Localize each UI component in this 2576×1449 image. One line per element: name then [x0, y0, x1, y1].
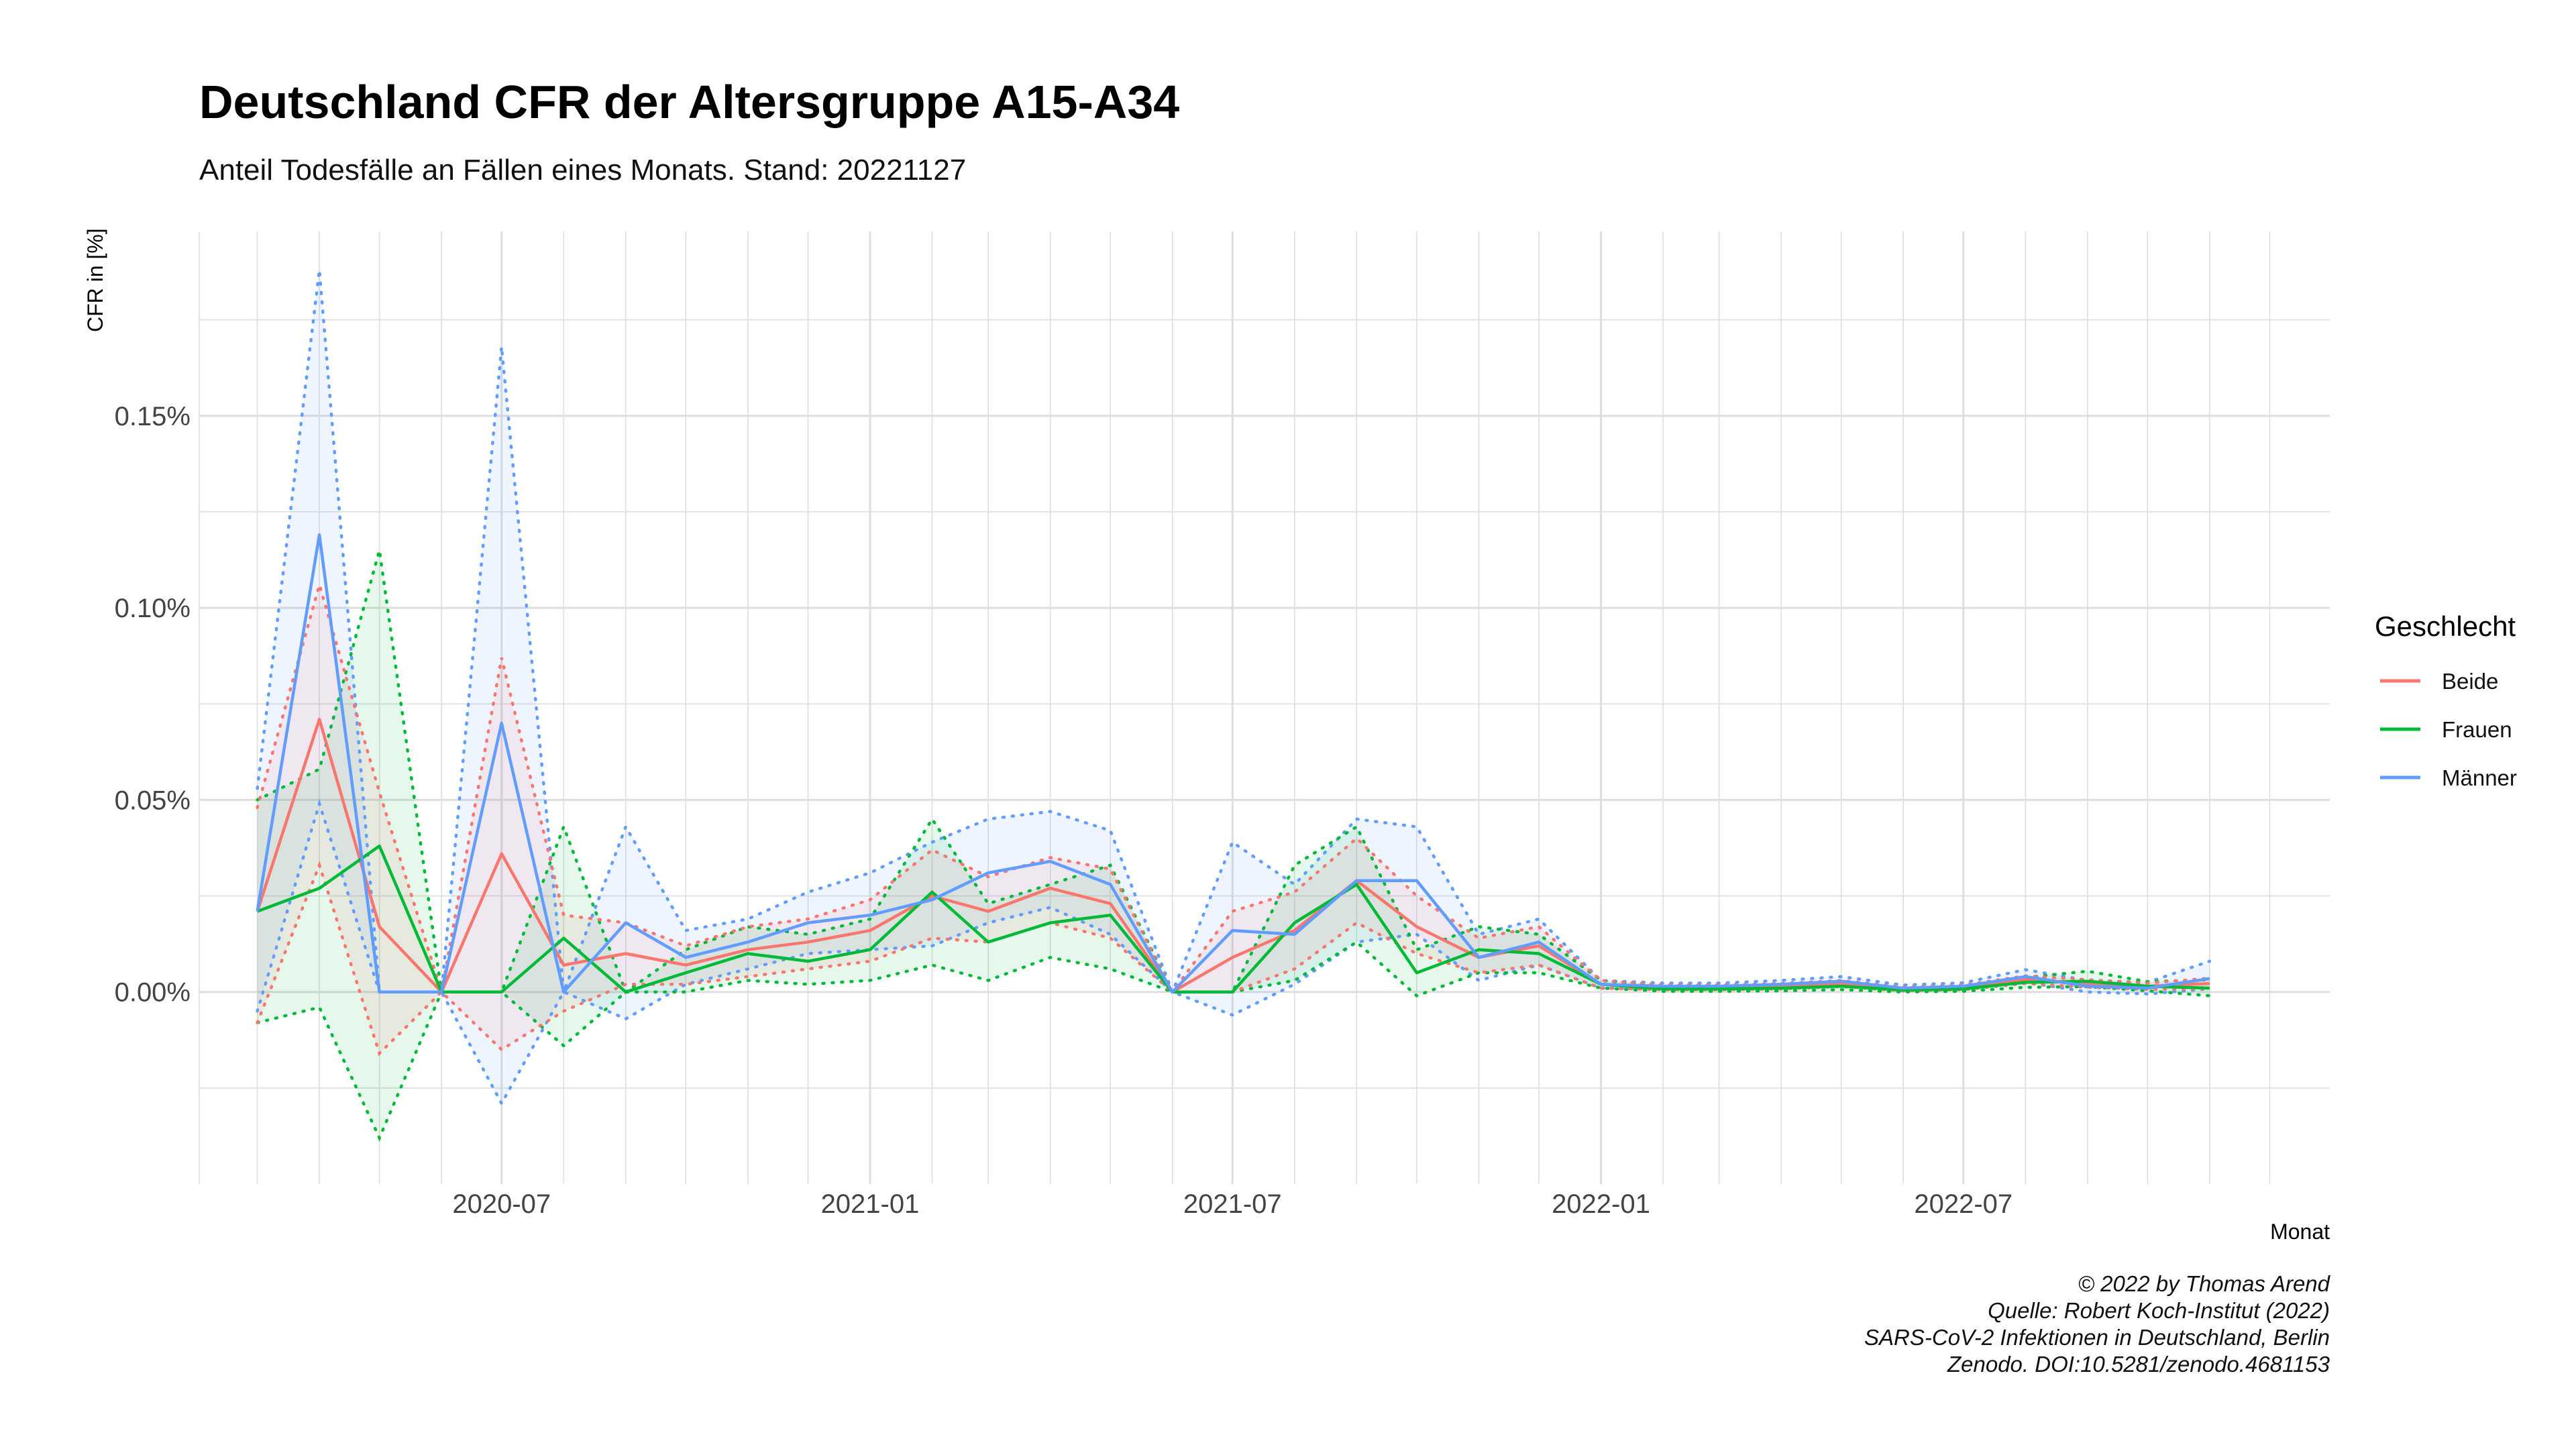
grid	[199, 231, 2330, 1184]
chart-subtitle: Anteil Todesfälle an Fällen eines Monats…	[199, 154, 966, 186]
caption-line: Quelle: Robert Koch-Institut (2022)	[1988, 1298, 2330, 1323]
x-tick-label: 2022-01	[1552, 1189, 1650, 1219]
y-tick-label: 0.15%	[115, 402, 191, 431]
ci-band-männer	[257, 270, 2210, 1104]
legend-label-beide: Beide	[2442, 669, 2498, 694]
legend-label-männer: Männer	[2442, 765, 2517, 790]
ci-band-beide	[257, 584, 2210, 1054]
x-tick-label: 2021-01	[821, 1189, 920, 1219]
series-lines	[256, 533, 2210, 994]
y-tick-label: 0.05%	[115, 786, 191, 815]
series-line-frauen	[256, 844, 2210, 994]
legend: Geschlecht Beide Frauen Männer	[2375, 610, 2517, 790]
caption-line: SARS-CoV-2 Infektionen in Deutschland, B…	[1864, 1325, 2330, 1350]
caption-line: Zenodo. DOI:10.5281/zenodo.4681153	[1947, 1352, 2330, 1377]
x-tick-label: 2020-07	[452, 1189, 551, 1219]
legend-label-frauen: Frauen	[2442, 717, 2512, 742]
x-tick-label: 2021-07	[1183, 1189, 1282, 1219]
y-axis-title: CFR in [%]	[83, 228, 107, 332]
legend-title: Geschlecht	[2375, 610, 2516, 642]
y-tick-label: 0.10%	[115, 594, 191, 623]
series-line-männer	[256, 533, 2210, 994]
chart-title: Deutschland CFR der Altersgruppe A15-A34	[199, 76, 1179, 128]
y-tick-label: 0.00%	[115, 978, 191, 1008]
x-axis-title: Monat	[2270, 1220, 2330, 1244]
y-axis-ticks: 0.00% 0.05% 0.10% 0.15%	[115, 402, 191, 1008]
ci-upper-beide	[256, 579, 2212, 995]
x-tick-label: 2022-07	[1914, 1189, 2012, 1219]
x-axis-ticks: 2020-07 2021-01 2021-07 2022-01 2022-07	[452, 1189, 2012, 1219]
caption-line: © 2022 by Thomas Arend	[2078, 1271, 2331, 1296]
